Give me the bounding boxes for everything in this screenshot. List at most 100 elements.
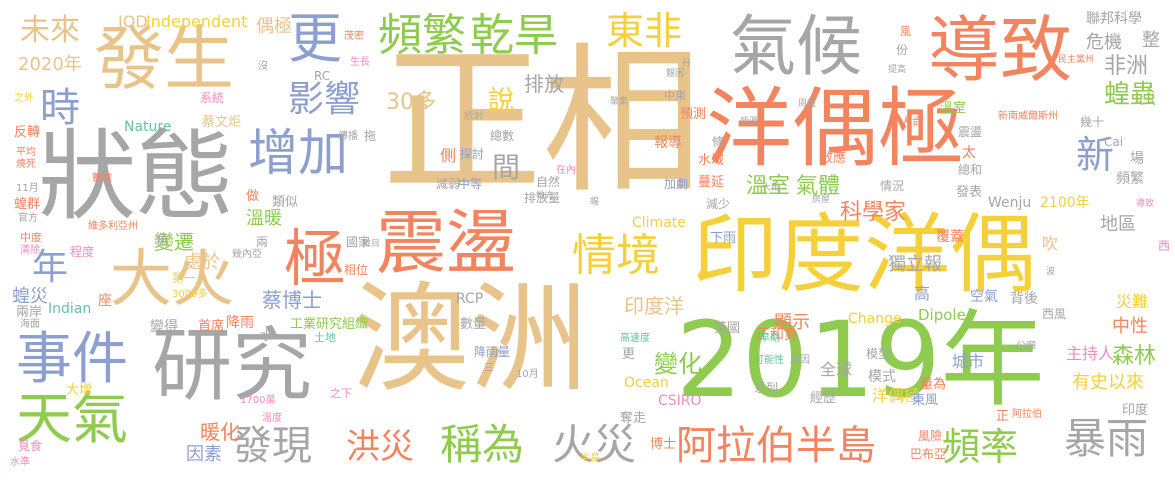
word-cloud-word: 洋偶極: [706, 79, 964, 179]
word-cloud-word: 獨立報: [888, 254, 942, 275]
word-cloud-word: 數量: [460, 317, 487, 332]
word-cloud-word: 溫室: [940, 101, 967, 116]
word-cloud-word: 清除: [20, 245, 40, 256]
word-cloud-word: 自然: [536, 175, 561, 189]
word-cloud-word: 暴雨: [1064, 414, 1149, 463]
word-cloud-word: 模式: [868, 369, 896, 385]
word-cloud-word: 蝗蟲: [1104, 80, 1157, 110]
word-cloud-word: 角: [156, 233, 170, 248]
word-cloud-word: 幾十: [1080, 115, 1105, 129]
word-cloud-word: 提高: [888, 65, 907, 75]
word-cloud-word: 減弱: [436, 177, 461, 191]
word-cloud-word: 因素: [186, 444, 222, 465]
word-cloud-word: 說: [488, 86, 515, 116]
word-cloud-word: 危機: [1086, 32, 1122, 53]
word-cloud-word: 平均: [16, 147, 36, 158]
word-cloud-word: CSIRO: [658, 393, 702, 409]
word-cloud-word: 顯示: [774, 312, 810, 333]
word-cloud-word: 增加: [248, 124, 348, 182]
word-cloud-word: 洋偶極: [872, 386, 921, 405]
word-cloud-word: 暖化: [200, 420, 240, 444]
word-cloud-word: 三: [484, 363, 494, 374]
word-cloud-word: 主持人: [1066, 344, 1115, 363]
word-cloud-word: 能源: [740, 117, 759, 127]
word-cloud-word: Independent: [146, 12, 248, 31]
word-cloud-word: 年: [32, 247, 69, 288]
word-cloud-word: 3000多: [172, 289, 208, 300]
word-cloud-word: 原因: [790, 355, 810, 366]
word-cloud-word: 震盪: [958, 125, 983, 139]
word-cloud-word: 東非: [606, 9, 683, 53]
word-cloud-word: 地區: [1100, 214, 1136, 235]
word-cloud-word: RC: [314, 69, 331, 83]
word-cloud-word: 西: [1158, 239, 1171, 253]
word-cloud-word: 氣候: [730, 8, 862, 85]
word-cloud-word: 變遷: [154, 230, 194, 254]
word-cloud-word: 排放量: [524, 191, 561, 205]
word-cloud-word: 大雨: [762, 183, 781, 193]
word-cloud-word: 中東: [664, 89, 686, 102]
word-cloud-word: 總數: [490, 129, 515, 143]
word-cloud-word: 量為: [920, 377, 947, 392]
word-cloud-word: 阿拉伯半島: [676, 423, 876, 469]
word-cloud-word: 更: [288, 7, 342, 70]
word-cloud-word: 拖: [364, 129, 377, 143]
word-cloud-word: 發生: [94, 18, 234, 100]
word-cloud-word: 降雨: [226, 315, 254, 331]
word-cloud-word: 影響: [288, 79, 361, 120]
word-cloud-word: 太: [962, 145, 976, 161]
word-cloud-word: 英國: [714, 321, 741, 336]
word-cloud-word: 中度: [20, 231, 42, 244]
word-cloud-word: 做: [246, 189, 260, 204]
word-cloud-word: 狀態: [38, 120, 235, 234]
word-cloud-word: Dipole: [918, 306, 966, 324]
word-cloud-word: 程度: [70, 245, 95, 259]
word-cloud-word: 人命: [900, 115, 925, 129]
word-cloud-word: 蝗災: [12, 286, 48, 307]
word-cloud-word: 印度: [1122, 403, 1149, 418]
word-cloud-word: 洪災: [346, 427, 414, 467]
word-cloud-word: RCP: [456, 291, 484, 307]
word-cloud-word: 地方: [536, 191, 555, 201]
word-cloud-word: 城市: [952, 352, 985, 371]
word-cloud-word: 首席: [198, 319, 225, 334]
word-cloud-word: 蝗: [590, 197, 600, 207]
word-cloud-word: 2019年: [676, 299, 1045, 421]
word-cloud-word: 正: [996, 409, 1010, 424]
word-cloud-word: 相位: [344, 263, 369, 277]
word-cloud-word: 兩岸: [16, 305, 43, 320]
word-cloud-word: 民主黨州: [1058, 55, 1095, 65]
word-cloud-word: 份: [896, 43, 909, 57]
word-cloud-word: 變化: [654, 350, 702, 378]
word-cloud-word: 在內: [556, 165, 576, 176]
word-cloud-word: 事件: [16, 327, 128, 392]
word-cloud-word: 側: [440, 146, 457, 165]
word-cloud-word: 蔓延: [698, 175, 725, 190]
word-cloud-word: 整: [1142, 30, 1160, 51]
word-cloud-word: 沒: [258, 61, 268, 72]
word-cloud-word: 系列: [754, 381, 779, 395]
word-cloud-word: 東風: [912, 393, 939, 408]
word-cloud-word: 溫室: [746, 174, 791, 199]
word-cloud-word: 報導: [654, 135, 682, 151]
word-cloud-word: 新南威爾斯州: [998, 111, 1058, 122]
word-cloud-word: 中性: [1112, 316, 1148, 337]
word-cloud-word: 半島: [580, 453, 600, 464]
word-cloud-word: 水域: [698, 153, 725, 168]
word-cloud-word: 系統: [200, 91, 225, 105]
word-cloud-word: Nature: [124, 119, 172, 135]
word-cloud-word: 降雨量: [474, 345, 511, 359]
word-cloud-word: 排放: [524, 72, 564, 96]
word-cloud-word: 全球: [820, 360, 853, 379]
word-cloud-word: 波: [1046, 267, 1056, 277]
word-cloud-word: 乾旱: [470, 10, 558, 61]
word-cloud-word: 極: [284, 222, 347, 295]
word-cloud-word: Change: [848, 311, 902, 327]
word-cloud-word: 頻繁: [378, 10, 466, 61]
word-cloud-word: 蔡文炬: [202, 115, 242, 130]
word-cloud-word: 間: [492, 151, 521, 184]
word-cloud-word: 溫暖: [246, 208, 282, 229]
word-cloud-word: 氣體: [796, 174, 841, 199]
word-cloud-word: 之下: [330, 387, 352, 400]
word-cloud-word: 新: [1076, 133, 1115, 177]
